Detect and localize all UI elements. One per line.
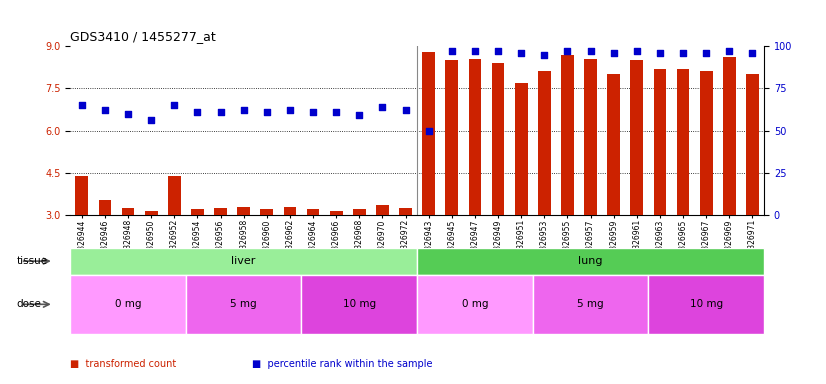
Bar — [700, 71, 713, 215]
Text: 5 mg: 5 mg — [577, 299, 604, 310]
Point — [168, 102, 181, 108]
Point — [237, 107, 250, 113]
Bar — [191, 209, 204, 215]
Point — [145, 118, 158, 124]
Bar — [98, 200, 112, 215]
Point — [306, 109, 320, 115]
Point — [445, 48, 458, 54]
Point — [630, 48, 643, 54]
Text: GDS3410 / 1455277_at: GDS3410 / 1455277_at — [70, 30, 216, 43]
Bar — [75, 176, 88, 215]
Point — [515, 50, 528, 56]
Bar — [376, 205, 389, 215]
Bar — [561, 55, 574, 215]
Point — [700, 50, 713, 56]
Bar — [145, 211, 158, 215]
Point — [653, 50, 667, 56]
Text: 5 mg: 5 mg — [230, 299, 257, 310]
Bar — [186, 275, 301, 334]
Text: 10 mg: 10 mg — [690, 299, 723, 310]
Bar — [422, 52, 435, 215]
Text: 0 mg: 0 mg — [115, 299, 141, 310]
Bar — [445, 60, 458, 215]
Bar — [70, 275, 186, 334]
Bar — [237, 207, 250, 215]
Point — [399, 107, 412, 113]
Bar — [121, 208, 135, 215]
Bar — [515, 83, 528, 215]
Point — [746, 50, 759, 56]
Text: 0 mg: 0 mg — [462, 299, 488, 310]
Text: dose: dose — [17, 299, 41, 310]
Bar — [301, 275, 417, 334]
Text: ■  transformed count: ■ transformed count — [70, 359, 177, 369]
Point — [723, 48, 736, 54]
Point — [353, 112, 366, 118]
Bar — [168, 176, 181, 215]
Point — [260, 109, 273, 115]
Bar — [214, 208, 227, 215]
Text: liver: liver — [231, 256, 256, 266]
Text: lung: lung — [578, 256, 603, 266]
Point — [376, 104, 389, 110]
Bar — [630, 60, 643, 215]
Bar — [417, 275, 533, 334]
Text: tissue: tissue — [17, 256, 48, 266]
Bar — [533, 275, 648, 334]
Bar — [399, 208, 412, 215]
Text: ■  percentile rank within the sample: ■ percentile rank within the sample — [252, 359, 433, 369]
Bar — [538, 71, 551, 215]
Point — [538, 51, 551, 58]
Bar — [491, 63, 505, 215]
Point — [191, 109, 204, 115]
Point — [468, 48, 482, 54]
Bar — [584, 59, 597, 215]
Point — [283, 107, 297, 113]
Bar — [330, 211, 343, 215]
Bar — [648, 275, 764, 334]
Point — [584, 48, 597, 54]
Bar — [353, 209, 366, 215]
Point — [676, 50, 690, 56]
Point — [121, 111, 135, 117]
Point — [330, 109, 343, 115]
Bar — [260, 209, 273, 215]
Bar — [306, 209, 320, 215]
Bar — [676, 69, 690, 215]
Bar — [723, 57, 736, 215]
Text: 10 mg: 10 mg — [343, 299, 376, 310]
Point — [491, 48, 505, 54]
Point — [98, 107, 112, 113]
Point — [214, 109, 227, 115]
Point — [422, 127, 435, 134]
Point — [561, 48, 574, 54]
Bar — [607, 74, 620, 215]
Bar — [417, 248, 764, 275]
Bar — [653, 69, 667, 215]
Point — [607, 50, 620, 56]
Point — [75, 102, 88, 108]
Bar — [283, 207, 297, 215]
Bar — [70, 248, 417, 275]
Bar — [468, 59, 482, 215]
Bar — [746, 74, 759, 215]
